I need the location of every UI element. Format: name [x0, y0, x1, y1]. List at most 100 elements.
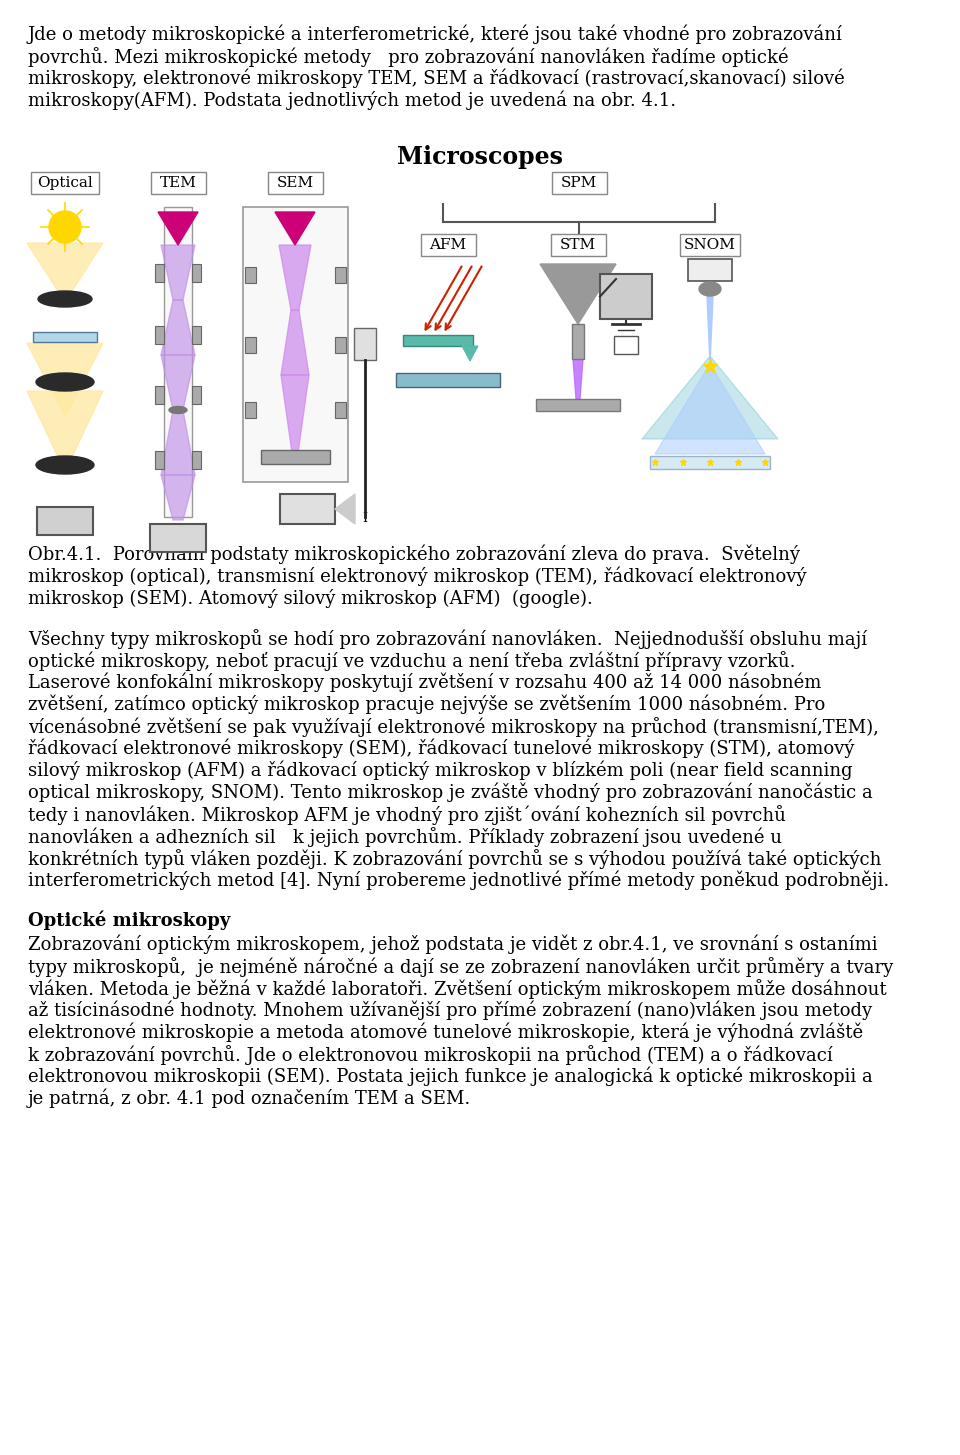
Text: k zobrazování povrchů. Jde o elektronovou mikroskopii na průchod (TEM) a o řádko: k zobrazování povrchů. Jde o elektronovo…	[28, 1045, 832, 1065]
FancyBboxPatch shape	[572, 324, 584, 359]
FancyBboxPatch shape	[245, 402, 255, 418]
Ellipse shape	[36, 372, 94, 391]
Polygon shape	[655, 364, 765, 454]
FancyBboxPatch shape	[37, 506, 93, 535]
FancyBboxPatch shape	[243, 207, 348, 482]
Polygon shape	[27, 343, 103, 418]
Circle shape	[49, 211, 81, 243]
Text: Zobrazování optickým mikroskopem, jehož podstata je vidět z obr.4.1, ve srovnání: Zobrazování optickým mikroskopem, jehož …	[28, 936, 877, 954]
Text: Jde o metody mikroskopické a interferometrické, které jsou také vhodné pro zobra: Jde o metody mikroskopické a interferome…	[28, 25, 843, 45]
FancyBboxPatch shape	[268, 172, 323, 194]
Text: I: I	[708, 263, 712, 276]
FancyBboxPatch shape	[245, 268, 255, 284]
Text: Optical: Optical	[37, 176, 93, 191]
Text: mikroskopy, elektronové mikroskopy TEM, SEM a řádkovací (rastrovací,skanovací) s: mikroskopy, elektronové mikroskopy TEM, …	[28, 68, 845, 89]
Text: Laserové konfokální mikroskopy poskytují zvětšení v rozsahu 400 až 14 000 násobn: Laserové konfokální mikroskopy poskytují…	[28, 674, 822, 693]
Text: Obr.4.1.  Porovnání podstaty mikroskopického zobrazování zleva do prava.  Světel: Obr.4.1. Porovnání podstaty mikroskopick…	[28, 546, 800, 565]
FancyBboxPatch shape	[600, 274, 652, 319]
FancyBboxPatch shape	[155, 451, 164, 469]
FancyBboxPatch shape	[192, 451, 201, 469]
Text: interferometrických metod [4]. Nyní probereme jednotlivé přímé metody poněkud po: interferometrických metod [4]. Nyní prob…	[28, 872, 889, 890]
Text: vícenásobné zvětšení se pak využívají elektronové mikroskopy na průchod (transmi: vícenásobné zvětšení se pak využívají el…	[28, 717, 878, 736]
Polygon shape	[281, 375, 309, 460]
Polygon shape	[161, 410, 195, 474]
Text: nanovláken a adhezních sil   k jejich povrchům. Příklady zobrazení jsou uvedené : nanovláken a adhezních sil k jejich povr…	[28, 826, 782, 847]
Text: I: I	[362, 512, 367, 525]
Text: tedy i nanovláken. Mikroskop AFM je vhodný pro zjišt´ování kohezních sil povrchů: tedy i nanovláken. Mikroskop AFM je vhod…	[28, 805, 786, 825]
Text: I: I	[623, 339, 629, 352]
Ellipse shape	[36, 455, 94, 474]
FancyBboxPatch shape	[155, 386, 164, 404]
Text: AFM: AFM	[429, 239, 467, 252]
Text: řádkovací elektronové mikroskopy (SEM), řádkovací tunelové mikroskopy (STM), ato: řádkovací elektronové mikroskopy (SEM), …	[28, 739, 854, 758]
Text: zvětšení, zatímco optický mikroskop pracuje nejvýše se zvětšením 1000 násobném. : zvětšení, zatímco optický mikroskop prac…	[28, 695, 826, 714]
Polygon shape	[161, 355, 195, 410]
FancyBboxPatch shape	[550, 234, 606, 256]
Text: SNOM: SNOM	[684, 239, 736, 252]
Polygon shape	[335, 495, 355, 524]
Text: STM: STM	[560, 239, 596, 252]
Polygon shape	[275, 212, 315, 244]
Ellipse shape	[169, 406, 187, 413]
Polygon shape	[281, 310, 309, 375]
FancyBboxPatch shape	[396, 372, 500, 387]
FancyBboxPatch shape	[551, 172, 607, 194]
Polygon shape	[707, 295, 713, 364]
FancyBboxPatch shape	[33, 332, 97, 342]
FancyBboxPatch shape	[151, 172, 205, 194]
Text: optické mikroskopy, neboť pracují ve vzduchu a není třeba zvláštní přípravy vzor: optické mikroskopy, neboť pracují ve vzd…	[28, 650, 796, 671]
FancyBboxPatch shape	[420, 234, 475, 256]
Text: SPM: SPM	[561, 176, 597, 191]
Polygon shape	[642, 356, 778, 439]
Polygon shape	[573, 359, 583, 399]
Text: typy mikroskopů,  je nejméně náročné a dají se ze zobrazení nanovláken určit prů: typy mikroskopů, je nejméně náročné a da…	[28, 957, 893, 976]
FancyBboxPatch shape	[680, 234, 740, 256]
FancyBboxPatch shape	[334, 268, 346, 284]
Text: TEM: TEM	[159, 176, 197, 191]
FancyBboxPatch shape	[334, 402, 346, 418]
FancyBboxPatch shape	[192, 386, 201, 404]
FancyBboxPatch shape	[155, 263, 164, 282]
Ellipse shape	[38, 291, 92, 307]
Text: je patrná, z obr. 4.1 pod označením TEM a SEM.: je patrná, z obr. 4.1 pod označením TEM …	[28, 1088, 471, 1109]
FancyBboxPatch shape	[536, 399, 620, 410]
Text: optical mikroskopy, SNOM). Tento mikroskop je zváště vhodný pro zobrazování nano: optical mikroskopy, SNOM). Tento mikrosk…	[28, 783, 873, 803]
FancyBboxPatch shape	[192, 326, 201, 343]
Text: povrchů. Mezi mikroskopické metody   pro zobrazování nanovláken řadíme optické: povrchů. Mezi mikroskopické metody pro z…	[28, 47, 788, 67]
Polygon shape	[161, 474, 195, 519]
FancyBboxPatch shape	[280, 495, 335, 524]
Text: Optické mikroskopy: Optické mikroskopy	[28, 911, 230, 931]
FancyBboxPatch shape	[245, 338, 255, 354]
Text: elektronové mikroskopie a metoda atomové tunelové mikroskopie, která je výhodná : elektronové mikroskopie a metoda atomové…	[28, 1023, 863, 1042]
FancyBboxPatch shape	[31, 172, 99, 194]
Text: Microscopes: Microscopes	[397, 146, 563, 169]
FancyBboxPatch shape	[192, 263, 201, 282]
FancyBboxPatch shape	[150, 524, 206, 551]
FancyBboxPatch shape	[650, 455, 770, 469]
Polygon shape	[161, 300, 195, 355]
FancyBboxPatch shape	[353, 327, 375, 359]
Text: mikroskop (optical), transmisní elektronový mikroskop (TEM), řádkovací elektrono: mikroskop (optical), transmisní elektron…	[28, 567, 806, 586]
FancyBboxPatch shape	[614, 336, 638, 354]
FancyBboxPatch shape	[688, 259, 732, 281]
Text: konkrétních typů vláken později. K zobrazování povrchů se s výhodou používá také: konkrétních typů vláken později. K zobra…	[28, 850, 881, 869]
Text: SEM: SEM	[276, 176, 314, 191]
Text: až tisícinásodné hodnoty. Mnohem užívanější pro přímé zobrazení (nano)vláken jso: až tisícinásodné hodnoty. Mnohem užívaně…	[28, 1001, 872, 1020]
FancyBboxPatch shape	[164, 207, 192, 517]
Polygon shape	[27, 391, 103, 471]
Polygon shape	[279, 244, 311, 310]
FancyBboxPatch shape	[155, 326, 164, 343]
Polygon shape	[540, 263, 616, 324]
Text: mikroskop (SEM). Atomový silový mikroskop (AFM)  (google).: mikroskop (SEM). Atomový silový mikrosko…	[28, 589, 593, 608]
Text: mikroskopy(AFM). Podstata jednotlivých metod je uvedená na obr. 4.1.: mikroskopy(AFM). Podstata jednotlivých m…	[28, 92, 676, 111]
Polygon shape	[27, 243, 103, 303]
Ellipse shape	[699, 282, 721, 295]
Polygon shape	[161, 244, 195, 300]
FancyBboxPatch shape	[260, 450, 329, 464]
Polygon shape	[158, 212, 198, 244]
Text: vláken. Metoda je běžná v každé laboratoři. Zvětšení optickým mikroskopem může d: vláken. Metoda je běžná v každé laborato…	[28, 979, 887, 1000]
FancyBboxPatch shape	[403, 335, 473, 346]
Text: Všechny typy mikroskopů se hodí pro zobrazování nanovláken.  Nejjednodušší obslu: Všechny typy mikroskopů se hodí pro zobr…	[28, 629, 867, 649]
Text: silový mikroskop (AFM) a řádkovací optický mikroskop v blízkém poli (near field : silový mikroskop (AFM) a řádkovací optic…	[28, 761, 852, 780]
Text: elektronovou mikroskopii (SEM). Postata jejich funkce je analogická k optické mi: elektronovou mikroskopii (SEM). Postata …	[28, 1067, 873, 1087]
